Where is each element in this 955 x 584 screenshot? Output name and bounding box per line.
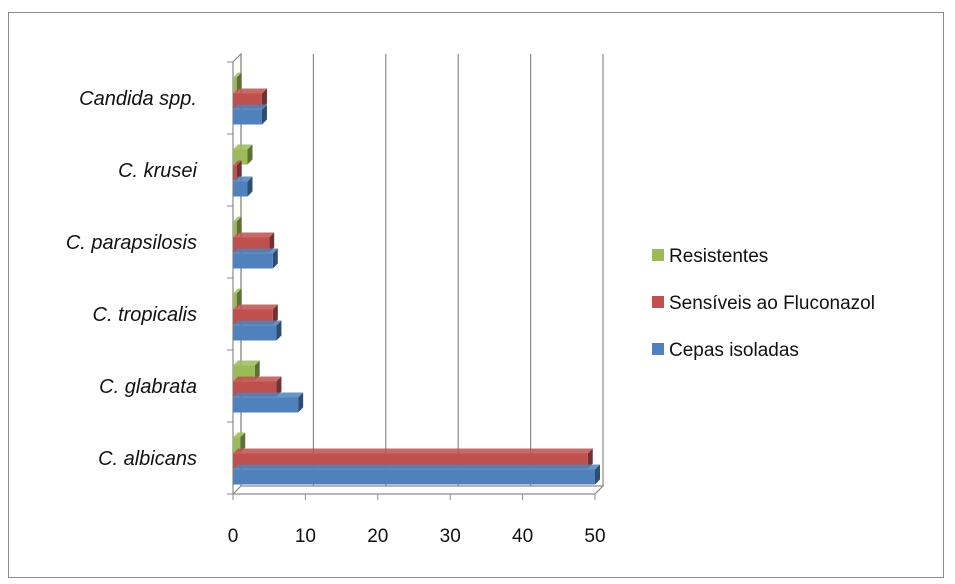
bar-top-cepas-isoladas-3: [233, 248, 278, 254]
x-tick-label: 20: [367, 526, 388, 547]
bar-top-sens-veis-ao-fluconazol-2: [233, 304, 278, 310]
bar-top-sens-veis-ao-fluconazol-1: [233, 376, 282, 382]
bar-side-resistentes-0: [240, 432, 246, 453]
legend-label: Cepas isoladas: [669, 340, 799, 361]
category-label: C. tropicalis: [93, 304, 197, 326]
bar-top-resistentes-5: [233, 72, 242, 78]
bar-side-resistentes-5: [236, 72, 242, 93]
legend-swatch: [652, 343, 664, 355]
bar-top-resistentes-2: [233, 288, 242, 294]
bar-resistentes-4: [233, 149, 248, 165]
bar-side-cepas-isoladas-0: [595, 464, 600, 485]
category-label: C. albicans: [98, 448, 197, 470]
bar-top-sens-veis-ao-fluconazol-3: [233, 232, 275, 238]
bar-top-resistentes-0: [233, 432, 246, 438]
bar-resistentes-5: [233, 77, 237, 93]
bar-cepas-isoladas-1: [233, 397, 299, 413]
legend-swatch: [652, 296, 664, 308]
bar-top-resistentes-3: [233, 216, 242, 222]
bar-side-cepas-isoladas-4: [247, 176, 253, 197]
category-label: Candida spp.: [79, 88, 197, 110]
bar-top-cepas-isoladas-5: [233, 104, 267, 110]
bar-top-cepas-isoladas-1: [233, 392, 304, 398]
bar-side-sens-veis-ao-fluconazol-5: [261, 88, 267, 109]
bar-resistentes-2: [233, 293, 237, 309]
bar-side-resistentes-4: [247, 144, 253, 165]
floor-outline: [232, 485, 605, 495]
legend-label: Resistentes: [669, 246, 768, 267]
x-tick-label: 0: [228, 526, 239, 547]
bar-resistentes-0: [233, 437, 241, 453]
bar-side-sens-veis-ao-fluconazol-1: [276, 376, 282, 397]
x-tick-label: 10: [295, 526, 316, 547]
x-tick-label: 50: [584, 526, 605, 547]
bar-side-cepas-isoladas-3: [272, 248, 278, 269]
bar-top-cepas-isoladas-2: [233, 320, 282, 326]
x-tick-label: 40: [512, 526, 533, 547]
bar-top-cepas-isoladas-0: [233, 464, 600, 470]
bar-resistentes-3: [233, 221, 237, 237]
bar-top-sens-veis-ao-fluconazol-0: [233, 448, 593, 454]
bar-side-sens-veis-ao-fluconazol-0: [587, 448, 593, 469]
bar-top-sens-veis-ao-fluconazol-4: [233, 160, 242, 166]
bar-side-cepas-isoladas-1: [298, 392, 304, 413]
bar-cepas-isoladas-3: [233, 253, 273, 269]
legend-label: Sensíveis ao Fluconazol: [669, 293, 875, 314]
bar-side-sens-veis-ao-fluconazol-4: [236, 160, 242, 181]
bar-top-resistentes-1: [233, 360, 260, 366]
bar-top-sens-veis-ao-fluconazol-5: [233, 88, 267, 94]
bar-top-cepas-isoladas-4: [233, 176, 253, 182]
bar-cepas-isoladas-4: [233, 181, 248, 197]
bar-side-sens-veis-ao-fluconazol-3: [269, 232, 275, 253]
bar-cepas-isoladas-0: [233, 469, 595, 485]
bar-cepas-isoladas-2: [233, 325, 277, 341]
bar-side-resistentes-3: [236, 216, 242, 237]
x-tick-label: 30: [440, 526, 461, 547]
bar-side-cepas-isoladas-2: [276, 320, 282, 341]
bar-side-resistentes-1: [254, 360, 260, 381]
bar-side-cepas-isoladas-5: [261, 104, 267, 125]
category-label: C. glabrata: [99, 376, 197, 398]
bar-cepas-isoladas-5: [233, 109, 262, 125]
bar-side-sens-veis-ao-fluconazol-2: [272, 304, 278, 325]
bar-sens-veis-ao-fluconazol-4: [233, 165, 237, 181]
bar-side-resistentes-2: [236, 288, 242, 309]
category-label: C. krusei: [118, 160, 197, 182]
legend-swatch: [652, 249, 664, 261]
category-label: C. parapsilosis: [66, 232, 197, 254]
bar-top-resistentes-4: [233, 144, 253, 150]
